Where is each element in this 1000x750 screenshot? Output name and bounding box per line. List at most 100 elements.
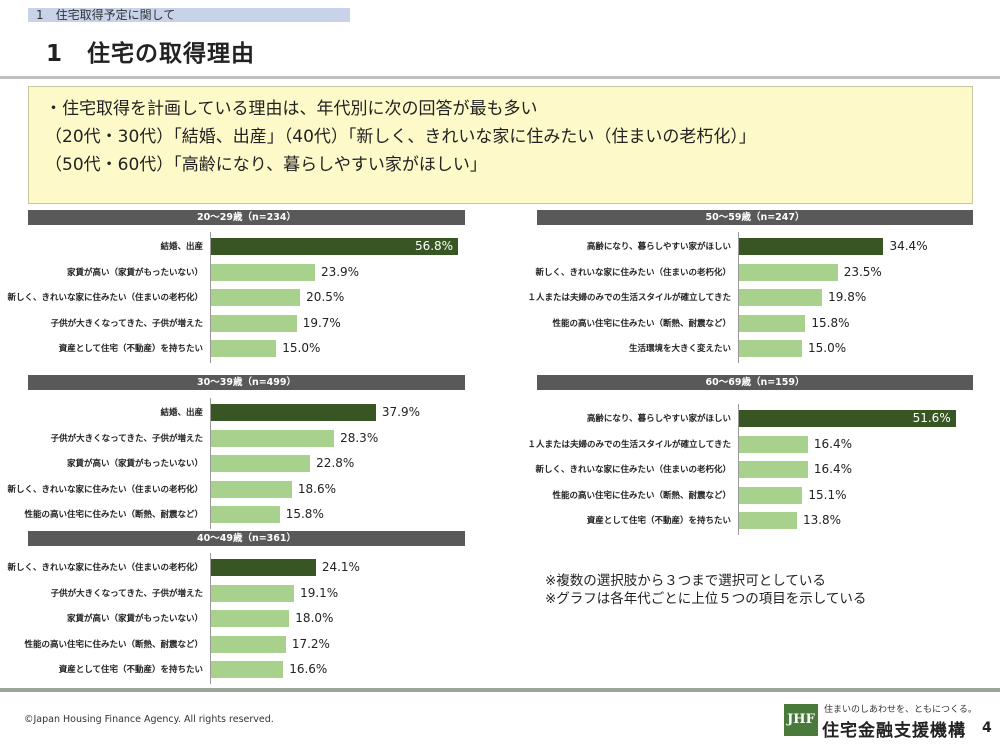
bar [211,455,311,472]
bar [739,435,808,453]
page-number: 4 [982,720,992,736]
data-label: 51.6% [912,411,951,425]
data-label: 16.4% [813,462,852,476]
category-label: 性能の高い住宅に住みたい（断熱、耐震など） [552,318,731,329]
category-label: 性能の高い住宅に住みたい（断熱、耐震など） [24,639,203,650]
page-title: 1 住宅の取得理由 [46,41,256,67]
category-label: 子供が大きくなってきた、子供が増えた [50,588,203,599]
category-label: 生活環境を大きく変えたい [628,344,731,354]
footer-divider [0,688,1000,692]
bar [211,480,292,498]
data-label: 19.8% [828,290,867,304]
category-label: 結婚、出産 [160,242,203,252]
chart-title: 30〜39歳（n=499） [28,375,465,390]
data-label: 56.8% [414,239,454,253]
data-label: 19.1% [300,585,339,600]
summary-box: ・住宅取得を計画している理由は、年代別に次の回答が最も多い （20代・30代）「… [28,86,973,204]
note-line: ※グラフは各年代ごとに上位５つの項目を示している [545,591,867,607]
data-label: 15.0% [808,341,847,355]
data-label: 24.1% [321,560,360,574]
tagline: 住まいのしあわせを、ともにつくる。 [824,705,977,715]
jhf-logo: JHF [784,704,818,736]
chart-axis [210,232,211,363]
org-name: 住宅金融支援機構 [822,721,966,741]
category-label: 家賃が高い（家賃がもったいない） [66,459,203,469]
data-label: 18.0% [295,611,334,625]
data-label: 18.6% [297,481,337,496]
summary-line: ・住宅取得を計画している理由は、年代別に次の回答が最も多い [45,99,538,119]
category-label: 高齢になり、暮らしやすい家がほしい [586,242,731,252]
chart-title: 60〜69歳（n=159） [537,375,973,390]
category-label: 子供が大きくなってきた、子供が増えた [50,433,203,444]
chart-axis [738,232,739,363]
chart-axis [738,404,739,535]
chart-axis [210,553,211,684]
copyright: ©Japan Housing Finance Agency. All right… [24,714,274,725]
data-label: 15.8% [285,507,324,521]
bar [211,340,277,357]
section-tag: 1 住宅取得予定に関して [28,8,350,22]
category-label: １人または夫婦のみでの生活スタイルが確立してきた [527,439,732,450]
category-label: １人または夫婦のみでの生活スタイルが確立してきた [527,293,732,303]
data-label: 23.9% [320,264,360,279]
chart-title: 40〜49歳（n=361） [28,531,465,546]
bar [211,263,315,281]
notes: ※複数の選択肢から３つまで選択可としている ※グラフは各年代ごとに上位５つの項目… [545,572,866,608]
bar [739,263,838,281]
title-divider [0,76,1000,79]
bar [211,584,295,602]
bar [211,661,284,678]
bar [739,238,884,255]
data-label: 28.3% [340,430,379,445]
bar [739,340,802,357]
summary-line: （50代・60代）「高齢になり、暮らしやすい家がほしい」 [45,155,487,175]
data-label: 37.9% [381,405,420,419]
bar [739,512,797,529]
data-label: 13.8% [802,513,842,527]
category-label: 資産として住宅（不動産）を持ちたい [58,665,203,675]
note-line: ※複数の選択肢から３つまで選択可としている [545,573,826,589]
category-label: 子供が大きくなってきた、子供が増えた [50,318,203,329]
category-label: 新しく、きれいな家に住みたい（住まいの老朽化） [7,563,203,573]
data-label: 34.4% [889,239,928,253]
data-label: 15.1% [808,487,847,502]
category-label: 性能の高い住宅に住みたい（断熱、耐震など） [552,490,731,501]
data-label: 16.6% [289,662,328,676]
bar [211,506,280,523]
bar [211,429,335,447]
category-label: 高齢になり、暮らしやすい家がほしい [586,414,731,424]
category-label: 新しく、きれいな家に住みたい（住まいの老朽化） [535,267,731,278]
data-label: 15.8% [811,315,850,330]
category-label: 新しく、きれいな家に住みたい（住まいの老朽化） [535,465,731,475]
chart-axis [210,398,211,529]
bar [211,559,316,576]
bar [211,404,376,421]
data-label: 23.5% [843,264,882,279]
category-label: 資産として住宅（不動産）を持ちたい [58,344,203,354]
data-label: 22.8% [316,456,355,470]
bar [739,410,956,427]
data-label: 17.2% [291,636,330,651]
bar [739,314,806,332]
category-label: 家賃が高い（家賃がもったいない） [66,267,203,278]
category-label: 新しく、きれいな家に住みたい（住まいの老朽化） [7,293,203,303]
bar [211,289,301,306]
bar [211,238,459,255]
category-label: 新しく、きれいな家に住みたい（住まいの老朽化） [7,484,203,495]
category-label: 結婚、出産 [160,408,203,418]
data-label: 20.5% [306,290,345,304]
bar [211,610,290,627]
chart-title: 20〜29歳（n=234） [28,210,465,225]
summary-line: （20代・30代）「結婚、出産」（40代）「新しく、きれいな家に住みたい（住まい… [45,127,756,147]
category-label: 性能の高い住宅に住みたい（断熱、耐震など） [24,510,203,520]
chart-title: 50〜59歳（n=247） [537,210,973,225]
category-label: 家賃が高い（家賃がもったいない） [66,614,203,624]
data-label: 19.7% [302,315,341,330]
bar [739,289,823,306]
bar [211,314,297,332]
bar [211,635,286,653]
bar [739,486,803,504]
bar [739,461,808,478]
category-label: 資産として住宅（不動産）を持ちたい [586,516,731,526]
data-label: 15.0% [282,341,321,355]
